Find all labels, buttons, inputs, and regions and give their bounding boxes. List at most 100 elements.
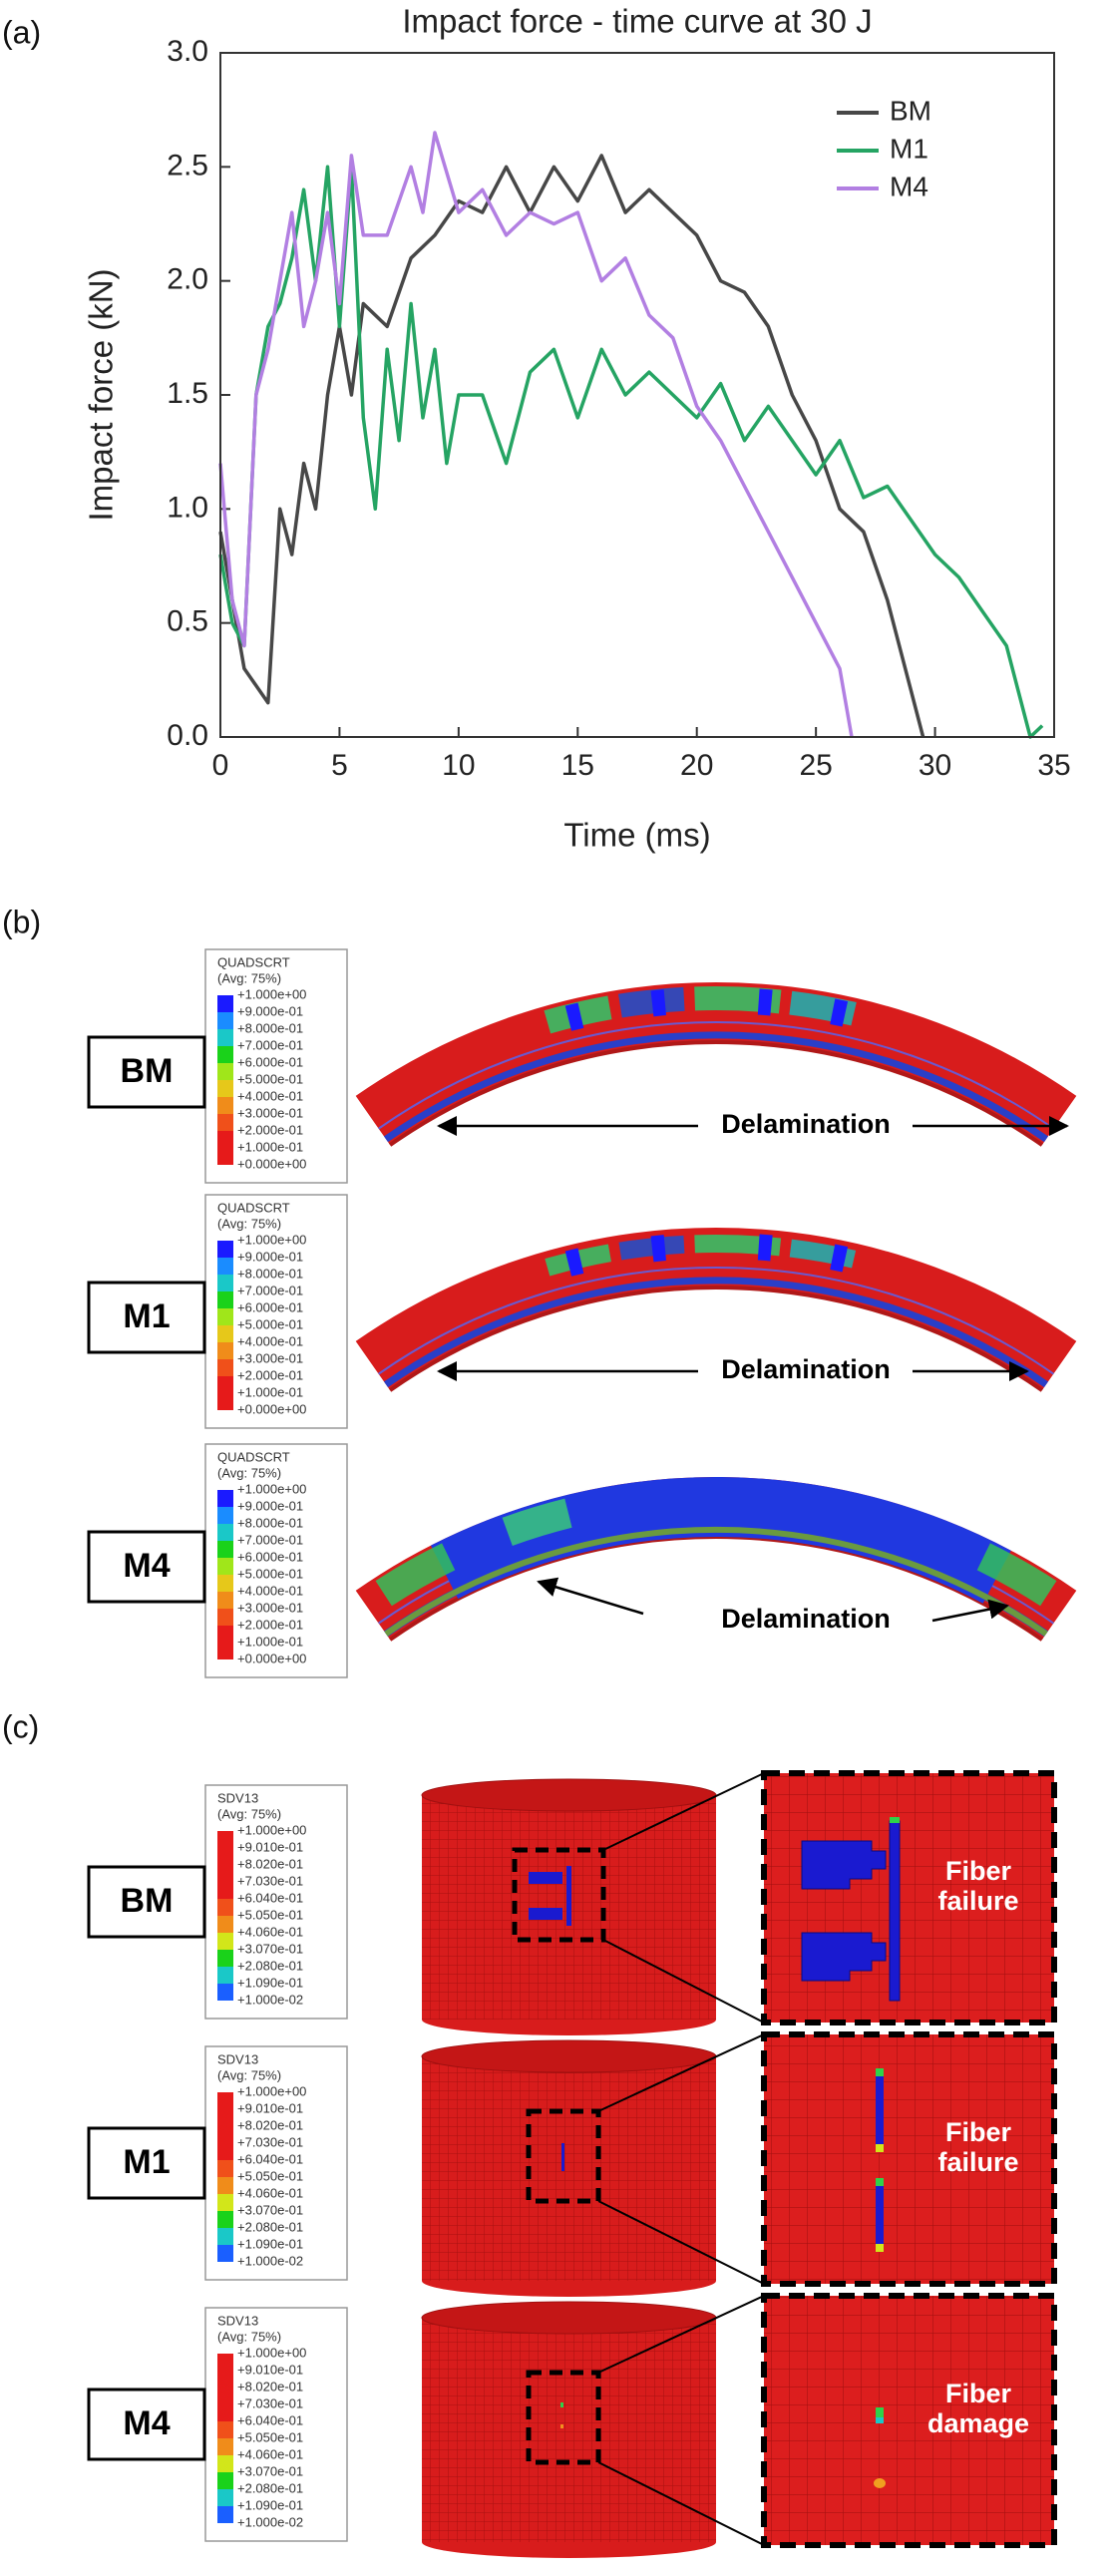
y-tick-label: 3.0 [167, 35, 208, 68]
cylinder-top [421, 2301, 717, 2335]
damage-spot [830, 998, 849, 1027]
damage-spot [890, 1817, 900, 1823]
legend-level: +1.090e-01 [237, 1975, 303, 1990]
legend-level: +4.000e-01 [237, 1088, 303, 1103]
y-tick-label: 2.0 [167, 263, 208, 296]
legend-color [217, 1029, 233, 1046]
legend-level: +1.000e+00 [237, 1232, 306, 1247]
x-tick-label: 20 [680, 749, 713, 782]
annotation: Fiber [945, 2117, 1012, 2147]
legend-color [217, 2228, 233, 2245]
legend-level: +4.060e-01 [237, 2446, 303, 2461]
damage-zone [375, 1543, 456, 1607]
annotation: Delamination [721, 1354, 891, 1384]
damage-spot [560, 2424, 563, 2428]
damage-spot [876, 2068, 884, 2076]
legend-color [217, 1609, 233, 1626]
legend-level: +4.000e-01 [237, 1583, 303, 1598]
damage-spot [876, 2244, 884, 2252]
legend-level: +2.000e-01 [237, 1122, 303, 1137]
legend-level: +5.000e-01 [237, 1566, 303, 1581]
legend-level: +0.000e+00 [237, 1401, 306, 1416]
damage-spot [757, 1234, 773, 1262]
legend-color [217, 1643, 233, 1659]
damage-spot [830, 1244, 849, 1273]
arrow [537, 1577, 644, 1616]
row-label: BM [121, 1882, 174, 1920]
legend-level: +9.010e-01 [237, 2362, 303, 2377]
legend-level: +7.030e-01 [237, 2395, 303, 2410]
legend-color [217, 1899, 233, 1916]
legend-subtitle: (Avg: 75%) [217, 1465, 281, 1480]
legend-level: +2.080e-01 [237, 2480, 303, 2495]
legend-subtitle: (Avg: 75%) [217, 1806, 281, 1821]
x-tick-label: 0 [212, 749, 229, 782]
laminate-interface [383, 1031, 1049, 1143]
zoom-frame [761, 2293, 1057, 2548]
legend-level: +8.020e-01 [237, 2117, 303, 2132]
damage-spot [650, 1235, 666, 1263]
legend-title: SDV13 [217, 2313, 258, 2328]
legend-level: +1.000e-01 [237, 1384, 303, 1399]
legend-level: +7.000e-01 [237, 1532, 303, 1547]
legend-level: +9.000e-01 [237, 1003, 303, 1018]
row-label-box [87, 1865, 206, 1939]
damage-zone [889, 1820, 901, 2002]
focus-box [526, 2108, 601, 2204]
legend-color [217, 1507, 233, 1524]
legend-color [217, 1046, 233, 1063]
legend-level: +3.000e-01 [237, 1105, 303, 1120]
connector [602, 1772, 765, 1851]
y-tick-label: 0.0 [167, 719, 208, 752]
legend-color [217, 1950, 233, 1967]
legend-level: +1.090e-01 [237, 2236, 303, 2251]
laminate-arc [355, 982, 1077, 1146]
cylinder-bottom [422, 2542, 716, 2558]
legend-color [217, 1933, 233, 1950]
damage-zone [976, 1543, 1057, 1607]
x-tick-label: 10 [442, 749, 475, 782]
legend-color [217, 1291, 233, 1308]
damage-spot [650, 989, 666, 1017]
legend-level: +3.000e-01 [237, 1600, 303, 1615]
legend-subtitle: (Avg: 75%) [217, 970, 281, 985]
annotation: failure [937, 2147, 1018, 2177]
legend-level: +1.000e-02 [237, 1992, 303, 2007]
legend-color [217, 1831, 233, 1848]
legend-color [217, 1984, 233, 2001]
cylinder-bottom [422, 2281, 716, 2297]
legend-level: +7.000e-01 [237, 1037, 303, 1052]
legend-color [217, 2194, 233, 2211]
damage-zone [502, 1498, 572, 1547]
row-label: BM [121, 1052, 174, 1090]
legend-color [217, 1131, 233, 1148]
damage-spot [874, 2478, 886, 2488]
legend-color [217, 2388, 233, 2404]
legend-color [217, 1916, 233, 1933]
chart-title: Impact force - time curve at 30 J [402, 3, 872, 40]
legend-color [217, 1626, 233, 1643]
damage-spot [561, 2143, 564, 2171]
legend-color [217, 1275, 233, 1291]
damage-zone [789, 990, 857, 1026]
legend-color [217, 2438, 233, 2455]
legend-level: +1.000e-02 [237, 2514, 303, 2529]
legend-title: SDV13 [217, 2051, 258, 2066]
legend-color [217, 2126, 233, 2143]
cylinder-body [422, 2056, 716, 2281]
legend-level: +6.040e-01 [237, 2151, 303, 2166]
annotation: Fiber [945, 1856, 1012, 1886]
legend-level: +2.080e-01 [237, 2219, 303, 2234]
damage-spot [876, 2178, 884, 2186]
x-tick-label: 30 [919, 749, 951, 782]
legend-level: +4.060e-01 [237, 2185, 303, 2200]
legend-label: M4 [890, 171, 928, 201]
focus-box [526, 2370, 601, 2465]
legend-color [217, 1241, 233, 1258]
legend-level: +8.000e-01 [237, 1020, 303, 1035]
legend-color [217, 2421, 233, 2438]
damage-spot [876, 2144, 884, 2152]
legend-color [217, 1063, 233, 1080]
connector [597, 2461, 765, 2546]
laminate-interface [378, 1021, 1054, 1130]
